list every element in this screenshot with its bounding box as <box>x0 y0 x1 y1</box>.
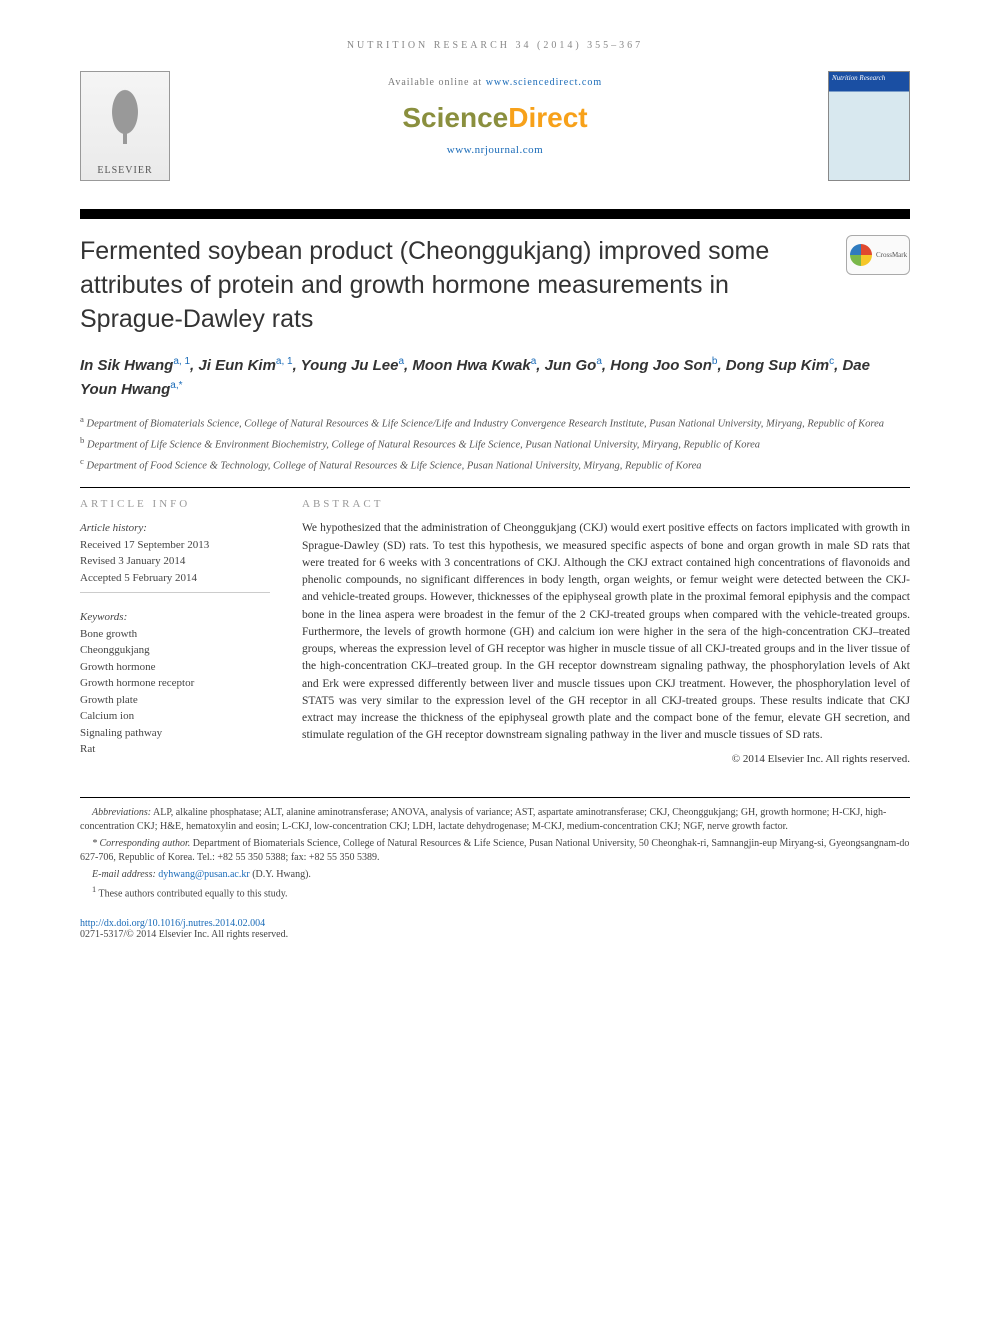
sd-logo-left: Science <box>402 102 508 133</box>
authors-list: In Sik Hwanga, 1, Ji Eun Kima, 1, Young … <box>80 354 910 401</box>
footer-block: http://dx.doi.org/10.1016/j.nutres.2014.… <box>80 918 910 940</box>
keyword: Growth hormone <box>80 659 270 676</box>
abstract-text: We hypothesized that the administration … <box>302 520 910 744</box>
running-head: NUTRITION RESEARCH 34 (2014) 355–367 <box>80 40 910 51</box>
info-divider <box>80 592 270 593</box>
author: Ji Eun Kima, 1 <box>198 357 292 374</box>
cover-title: Nutrition Research <box>832 74 885 82</box>
keyword: Signaling pathway <box>80 725 270 742</box>
keyword: Rat <box>80 741 270 758</box>
banner-center: Available online at www.sciencedirect.co… <box>190 71 800 156</box>
email-link[interactable]: dyhwang@pusan.ac.kr <box>158 869 249 880</box>
crossmark-badge[interactable]: CrossMark <box>846 235 910 275</box>
equal-sup: 1 <box>92 885 96 894</box>
abbreviations-footnote: Abbreviations: ALP, alkaline phosphatase… <box>80 806 910 835</box>
abstract-column: ABSTRACT We hypothesized that the admini… <box>302 498 910 764</box>
footnotes: Abbreviations: ALP, alkaline phosphatase… <box>80 806 910 902</box>
available-online-line: Available online at www.sciencedirect.co… <box>190 77 800 88</box>
keywords-label: Keywords: <box>80 609 270 626</box>
footnote-rule <box>80 797 910 798</box>
sd-logo-right: Direct <box>508 102 587 133</box>
doi-link[interactable]: http://dx.doi.org/10.1016/j.nutres.2014.… <box>80 918 265 929</box>
corr-text: Department of Biomaterials Science, Coll… <box>80 838 909 864</box>
sciencedirect-logo: ScienceDirect <box>190 102 800 134</box>
author: Young Ju Leea <box>301 357 404 374</box>
keyword: Cheonggukjang <box>80 642 270 659</box>
title-row: Fermented soybean product (Cheonggukjang… <box>80 235 910 336</box>
author: Dong Sup Kimc <box>726 357 834 374</box>
elsevier-logo: ELSEVIER <box>80 71 170 181</box>
crossmark-icon <box>850 244 872 266</box>
issn-copyright-line: 0271-5317/© 2014 Elsevier Inc. All right… <box>80 929 910 940</box>
email-label: E-mail address: <box>92 869 158 880</box>
keyword: Growth plate <box>80 692 270 709</box>
email-footnote: E-mail address: dyhwang@pusan.ac.kr (D.Y… <box>80 868 910 883</box>
publisher-name: ELSEVIER <box>97 165 152 176</box>
email-suffix: (D.Y. Hwang). <box>250 869 311 880</box>
corr-label: * Corresponding author. <box>92 838 190 849</box>
affiliation: a Department of Biomaterials Science, Co… <box>80 413 910 432</box>
affiliation: c Department of Food Science & Technolog… <box>80 455 910 474</box>
header-banner: ELSEVIER Available online at www.science… <box>80 71 910 201</box>
journal-homepage: www.nrjournal.com <box>190 144 800 156</box>
journal-url-link[interactable]: www.nrjournal.com <box>447 144 543 156</box>
abbr-text: ALP, alkaline phosphatase; ALT, alanine … <box>80 807 886 833</box>
article-info-column: ARTICLE INFO Article history: Received 1… <box>80 498 270 764</box>
author: Jun Goa <box>545 357 602 374</box>
author: Moon Hwa Kwaka <box>412 357 536 374</box>
abstract-copyright: © 2014 Elsevier Inc. All rights reserved… <box>302 753 910 765</box>
equal-contrib-footnote: 1 These authors contributed equally to t… <box>80 884 910 902</box>
affiliation: b Department of Life Science & Environme… <box>80 434 910 453</box>
rule-thick <box>80 209 910 219</box>
history-line: Accepted 5 February 2014 <box>80 570 270 587</box>
affiliations: a Department of Biomaterials Science, Co… <box>80 413 910 473</box>
abbr-label: Abbreviations: <box>92 807 151 818</box>
history-line: Revised 3 January 2014 <box>80 553 270 570</box>
history-line: Received 17 September 2013 <box>80 537 270 554</box>
separator <box>80 487 910 488</box>
article-title: Fermented soybean product (Cheonggukjang… <box>80 235 830 336</box>
journal-cover-thumbnail: Nutrition Research <box>828 71 910 181</box>
available-prefix: Available online at <box>388 77 486 88</box>
sciencedirect-link[interactable]: www.sciencedirect.com <box>486 77 602 88</box>
crossmark-label: CrossMark <box>876 251 907 259</box>
keyword: Calcium ion <box>80 708 270 725</box>
abstract-head: ABSTRACT <box>302 498 910 510</box>
history-label: Article history: <box>80 520 270 537</box>
keyword: Growth hormone receptor <box>80 675 270 692</box>
equal-text: These authors contributed equally to thi… <box>99 888 288 899</box>
info-abstract-row: ARTICLE INFO Article history: Received 1… <box>80 498 910 764</box>
author: Hong Joo Sonb <box>610 357 717 374</box>
keyword: Bone growth <box>80 626 270 643</box>
article-info-head: ARTICLE INFO <box>80 498 270 510</box>
elsevier-tree-icon <box>95 78 155 163</box>
article-info-block: Article history: Received 17 September 2… <box>80 520 270 758</box>
corresponding-footnote: * Corresponding author. Department of Bi… <box>80 837 910 866</box>
author: In Sik Hwanga, 1 <box>80 357 190 374</box>
